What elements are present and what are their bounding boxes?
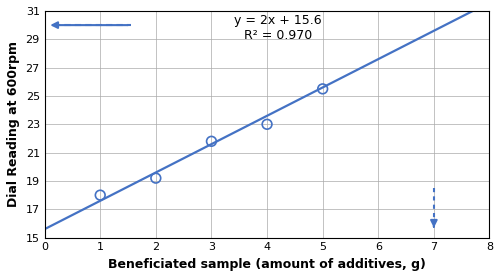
Text: y = 2x + 15.6
R² = 0.970: y = 2x + 15.6 R² = 0.970 [234,14,322,42]
X-axis label: Beneficiated sample (amount of additives, g): Beneficiated sample (amount of additives… [108,258,426,271]
Point [96,193,104,197]
Y-axis label: Dial Reading at 600rpm: Dial Reading at 600rpm [7,41,20,207]
Point [208,139,216,143]
Point [318,87,326,91]
Point [152,176,160,180]
Point [263,122,271,126]
